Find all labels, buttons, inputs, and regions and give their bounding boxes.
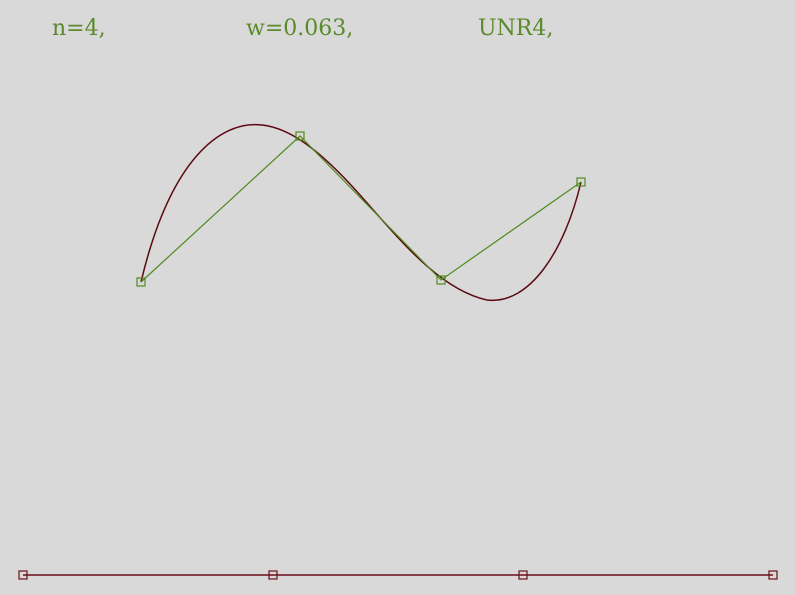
n-label: n=4, bbox=[52, 16, 106, 41]
knot-marker-2[interactable] bbox=[268, 570, 278, 580]
knot-marker-1[interactable] bbox=[18, 570, 28, 580]
interpolating-curve bbox=[140, 123, 582, 301]
knot-markers[interactable] bbox=[18, 570, 778, 580]
knot-marker-4[interactable] bbox=[768, 570, 778, 580]
control-point-1[interactable] bbox=[136, 277, 146, 287]
scheme-label: UNR4, bbox=[478, 16, 554, 41]
control-point-4[interactable] bbox=[576, 177, 586, 187]
knot-marker-3[interactable] bbox=[518, 570, 528, 580]
control-point-3[interactable] bbox=[436, 275, 446, 285]
control-polygon bbox=[140, 135, 582, 283]
control-points[interactable] bbox=[136, 131, 586, 287]
w-label: w=0.063, bbox=[246, 16, 354, 41]
control-point-2[interactable] bbox=[295, 131, 305, 141]
